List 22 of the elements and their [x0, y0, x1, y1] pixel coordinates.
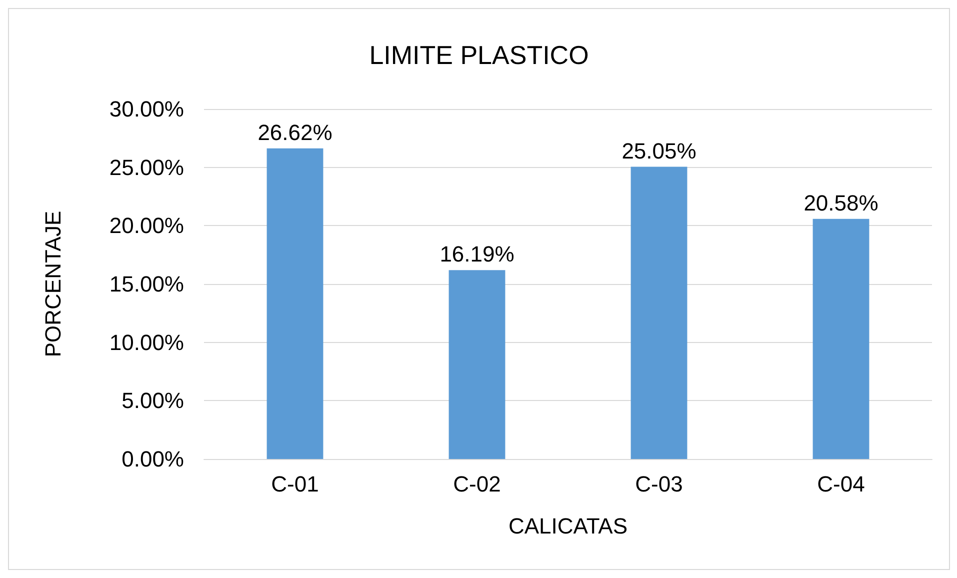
y-tick-label: 0.00%: [122, 446, 184, 472]
x-tick-label: C-01: [271, 472, 319, 496]
bar: [266, 148, 324, 459]
data-label: 16.19%: [440, 242, 514, 267]
y-tick-label: 10.00%: [109, 330, 184, 355]
x-axis-title: CALICATAS: [508, 514, 628, 538]
data-label: 20.58%: [804, 190, 878, 216]
bar: [812, 218, 870, 459]
data-label: 26.62%: [258, 120, 332, 145]
bar: [630, 166, 688, 459]
y-axis-title: PORCENTAJE: [40, 210, 66, 358]
chart-title: LIMITE PLASTICO: [369, 40, 589, 70]
bar: [448, 270, 506, 459]
y-tick-label: 30.00%: [109, 96, 184, 122]
x-tick-label: C-03: [635, 472, 683, 496]
y-tick-label: 5.00%: [122, 388, 184, 414]
x-tick-label: C-02: [453, 472, 501, 496]
y-tick-label: 15.00%: [109, 272, 184, 296]
x-tick-label: C-04: [817, 472, 865, 496]
data-label: 25.05%: [622, 138, 696, 164]
y-tick-label: 20.00%: [109, 213, 184, 238]
y-tick-label: 25.00%: [109, 154, 184, 180]
